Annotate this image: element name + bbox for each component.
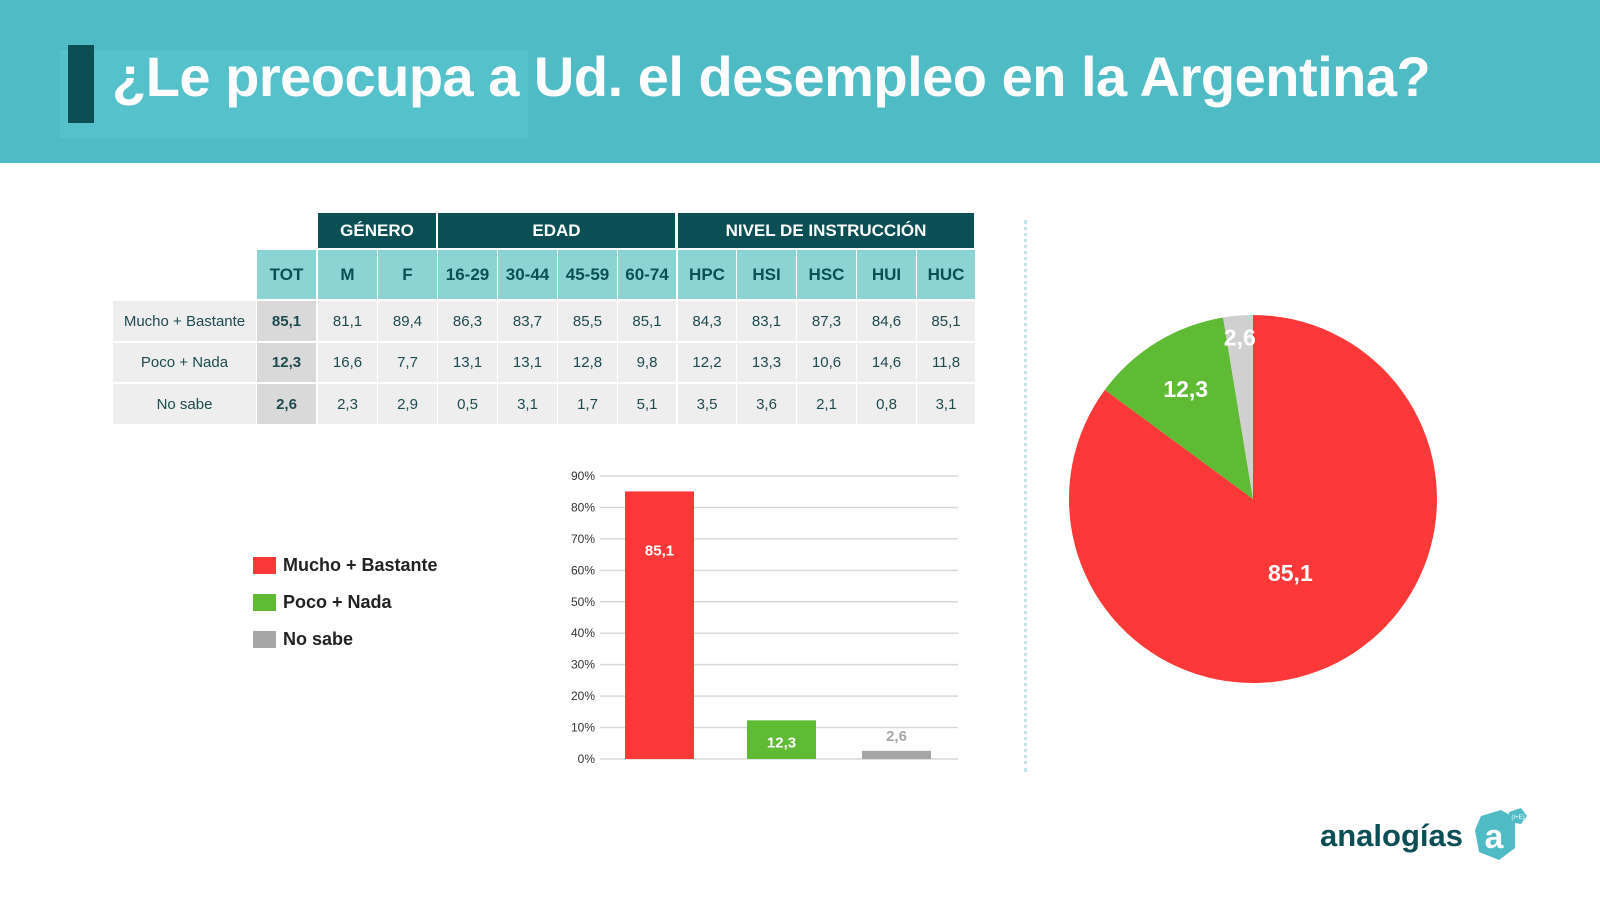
value-cell: 84,6: [857, 301, 916, 341]
value-cell: 85,1: [917, 301, 975, 341]
y-tick-label: 20%: [571, 689, 595, 703]
value-cell: 10,6: [797, 343, 856, 382]
value-cell: 2,3: [318, 384, 377, 424]
legend-label: Poco + Nada: [283, 592, 392, 612]
total-cell: 85,1: [257, 301, 316, 341]
value-cell: 87,3: [797, 301, 856, 341]
value-cell: 12,8: [558, 343, 617, 382]
value-cell: 11,8: [917, 343, 975, 382]
value-cell: 3,1: [498, 384, 557, 424]
value-cell: 2,9: [378, 384, 437, 424]
page-title: ¿Le preocupa a Ud. el desempleo en la Ar…: [112, 45, 1431, 108]
value-cell: 14,6: [857, 343, 916, 382]
value-cell: 13,1: [438, 343, 497, 382]
y-tick-label: 0%: [578, 752, 596, 766]
bar: [862, 750, 931, 759]
pie-value-label: 12,3: [1163, 376, 1208, 402]
y-tick-label: 80%: [571, 500, 595, 514]
title-highlight: [60, 50, 528, 138]
legend-label: Mucho + Bastante: [283, 555, 438, 575]
title-accent-bar: [68, 45, 94, 123]
column-header: TOT: [257, 250, 316, 299]
value-cell: 2,1: [797, 384, 856, 424]
y-tick-label: 40%: [571, 626, 595, 640]
value-cell: 7,7: [378, 343, 437, 382]
bar-value-label: 2,6: [886, 728, 907, 745]
logo-mark-icon: a (I+E): [1475, 808, 1527, 860]
value-cell: 85,1: [618, 301, 676, 341]
row-label: Mucho + Bastante: [113, 301, 256, 341]
pie-slice: [1223, 315, 1253, 499]
value-cell: 83,1: [737, 301, 796, 341]
value-cell: 3,5: [678, 384, 736, 424]
value-cell: 12,2: [678, 343, 736, 382]
value-cell: 89,4: [378, 301, 437, 341]
value-cell: 16,6: [318, 343, 377, 382]
value-cell: 85,5: [558, 301, 617, 341]
row-label: Poco + Nada: [113, 343, 256, 382]
value-cell: 13,1: [498, 343, 557, 382]
y-tick-label: 60%: [571, 563, 595, 577]
legend-label: No sabe: [283, 629, 354, 649]
svg-text:a: a: [1485, 818, 1505, 856]
y-tick-label: 30%: [571, 658, 595, 672]
logo-text: analogías: [1320, 818, 1463, 853]
value-cell: 13,3: [737, 343, 796, 382]
column-header: 60-74: [618, 250, 676, 299]
value-cell: 9,8: [618, 343, 676, 382]
column-header: HUI: [857, 250, 916, 299]
bar: [747, 720, 816, 759]
row-label: No sabe: [113, 384, 256, 424]
column-header: HUC: [917, 250, 975, 299]
value-cell: 5,1: [618, 384, 676, 424]
svg-text:(I+E): (I+E): [1511, 815, 1524, 821]
value-cell: 81,1: [318, 301, 377, 341]
bar-value-label: 85,1: [645, 542, 674, 559]
value-cell: 3,6: [737, 384, 796, 424]
y-tick-label: 10%: [571, 721, 595, 735]
divider: [1024, 220, 1027, 772]
group-header: EDAD: [438, 213, 675, 248]
header-banner: ¿Le preocupa a Ud. el desempleo en la Ar…: [0, 0, 1600, 163]
logo: analogías a (I+E): [1320, 808, 1529, 864]
legend-item-poco: Poco + Nada: [253, 592, 392, 613]
legend-swatch: [253, 594, 276, 611]
legend-swatch: [253, 631, 276, 648]
column-header: 30-44: [498, 250, 557, 299]
group-header: GÉNERO: [318, 213, 436, 248]
value-cell: 0,8: [857, 384, 916, 424]
y-tick-label: 50%: [571, 595, 595, 609]
column-header: F: [378, 250, 437, 299]
bar-value-label: 12,3: [767, 734, 796, 751]
column-header: 16-29: [438, 250, 497, 299]
value-cell: 86,3: [438, 301, 497, 341]
pie-value-label: 2,6: [1224, 325, 1256, 351]
pie-slice: [1104, 317, 1253, 499]
bar: [625, 491, 694, 759]
column-header: HSI: [737, 250, 796, 299]
y-tick-label: 70%: [571, 532, 595, 546]
pie-value-label: 85,1: [1268, 560, 1313, 586]
value-cell: 84,3: [678, 301, 736, 341]
column-header: M: [318, 250, 377, 299]
legend-item-mucho: Mucho + Bastante: [253, 555, 438, 576]
value-cell: 3,1: [917, 384, 975, 424]
value-cell: 1,7: [558, 384, 617, 424]
legend-swatch: [253, 557, 276, 574]
column-header: 45-59: [558, 250, 617, 299]
group-header: NIVEL DE INSTRUCCIÓN: [678, 213, 974, 248]
total-cell: 2,6: [257, 384, 316, 424]
value-cell: 0,5: [438, 384, 497, 424]
value-cell: 83,7: [498, 301, 557, 341]
legend-item-nosabe: No sabe: [253, 629, 353, 650]
total-cell: 12,3: [257, 343, 316, 382]
column-header: HPC: [678, 250, 736, 299]
y-tick-label: 90%: [571, 469, 595, 483]
column-header: HSC: [797, 250, 856, 299]
